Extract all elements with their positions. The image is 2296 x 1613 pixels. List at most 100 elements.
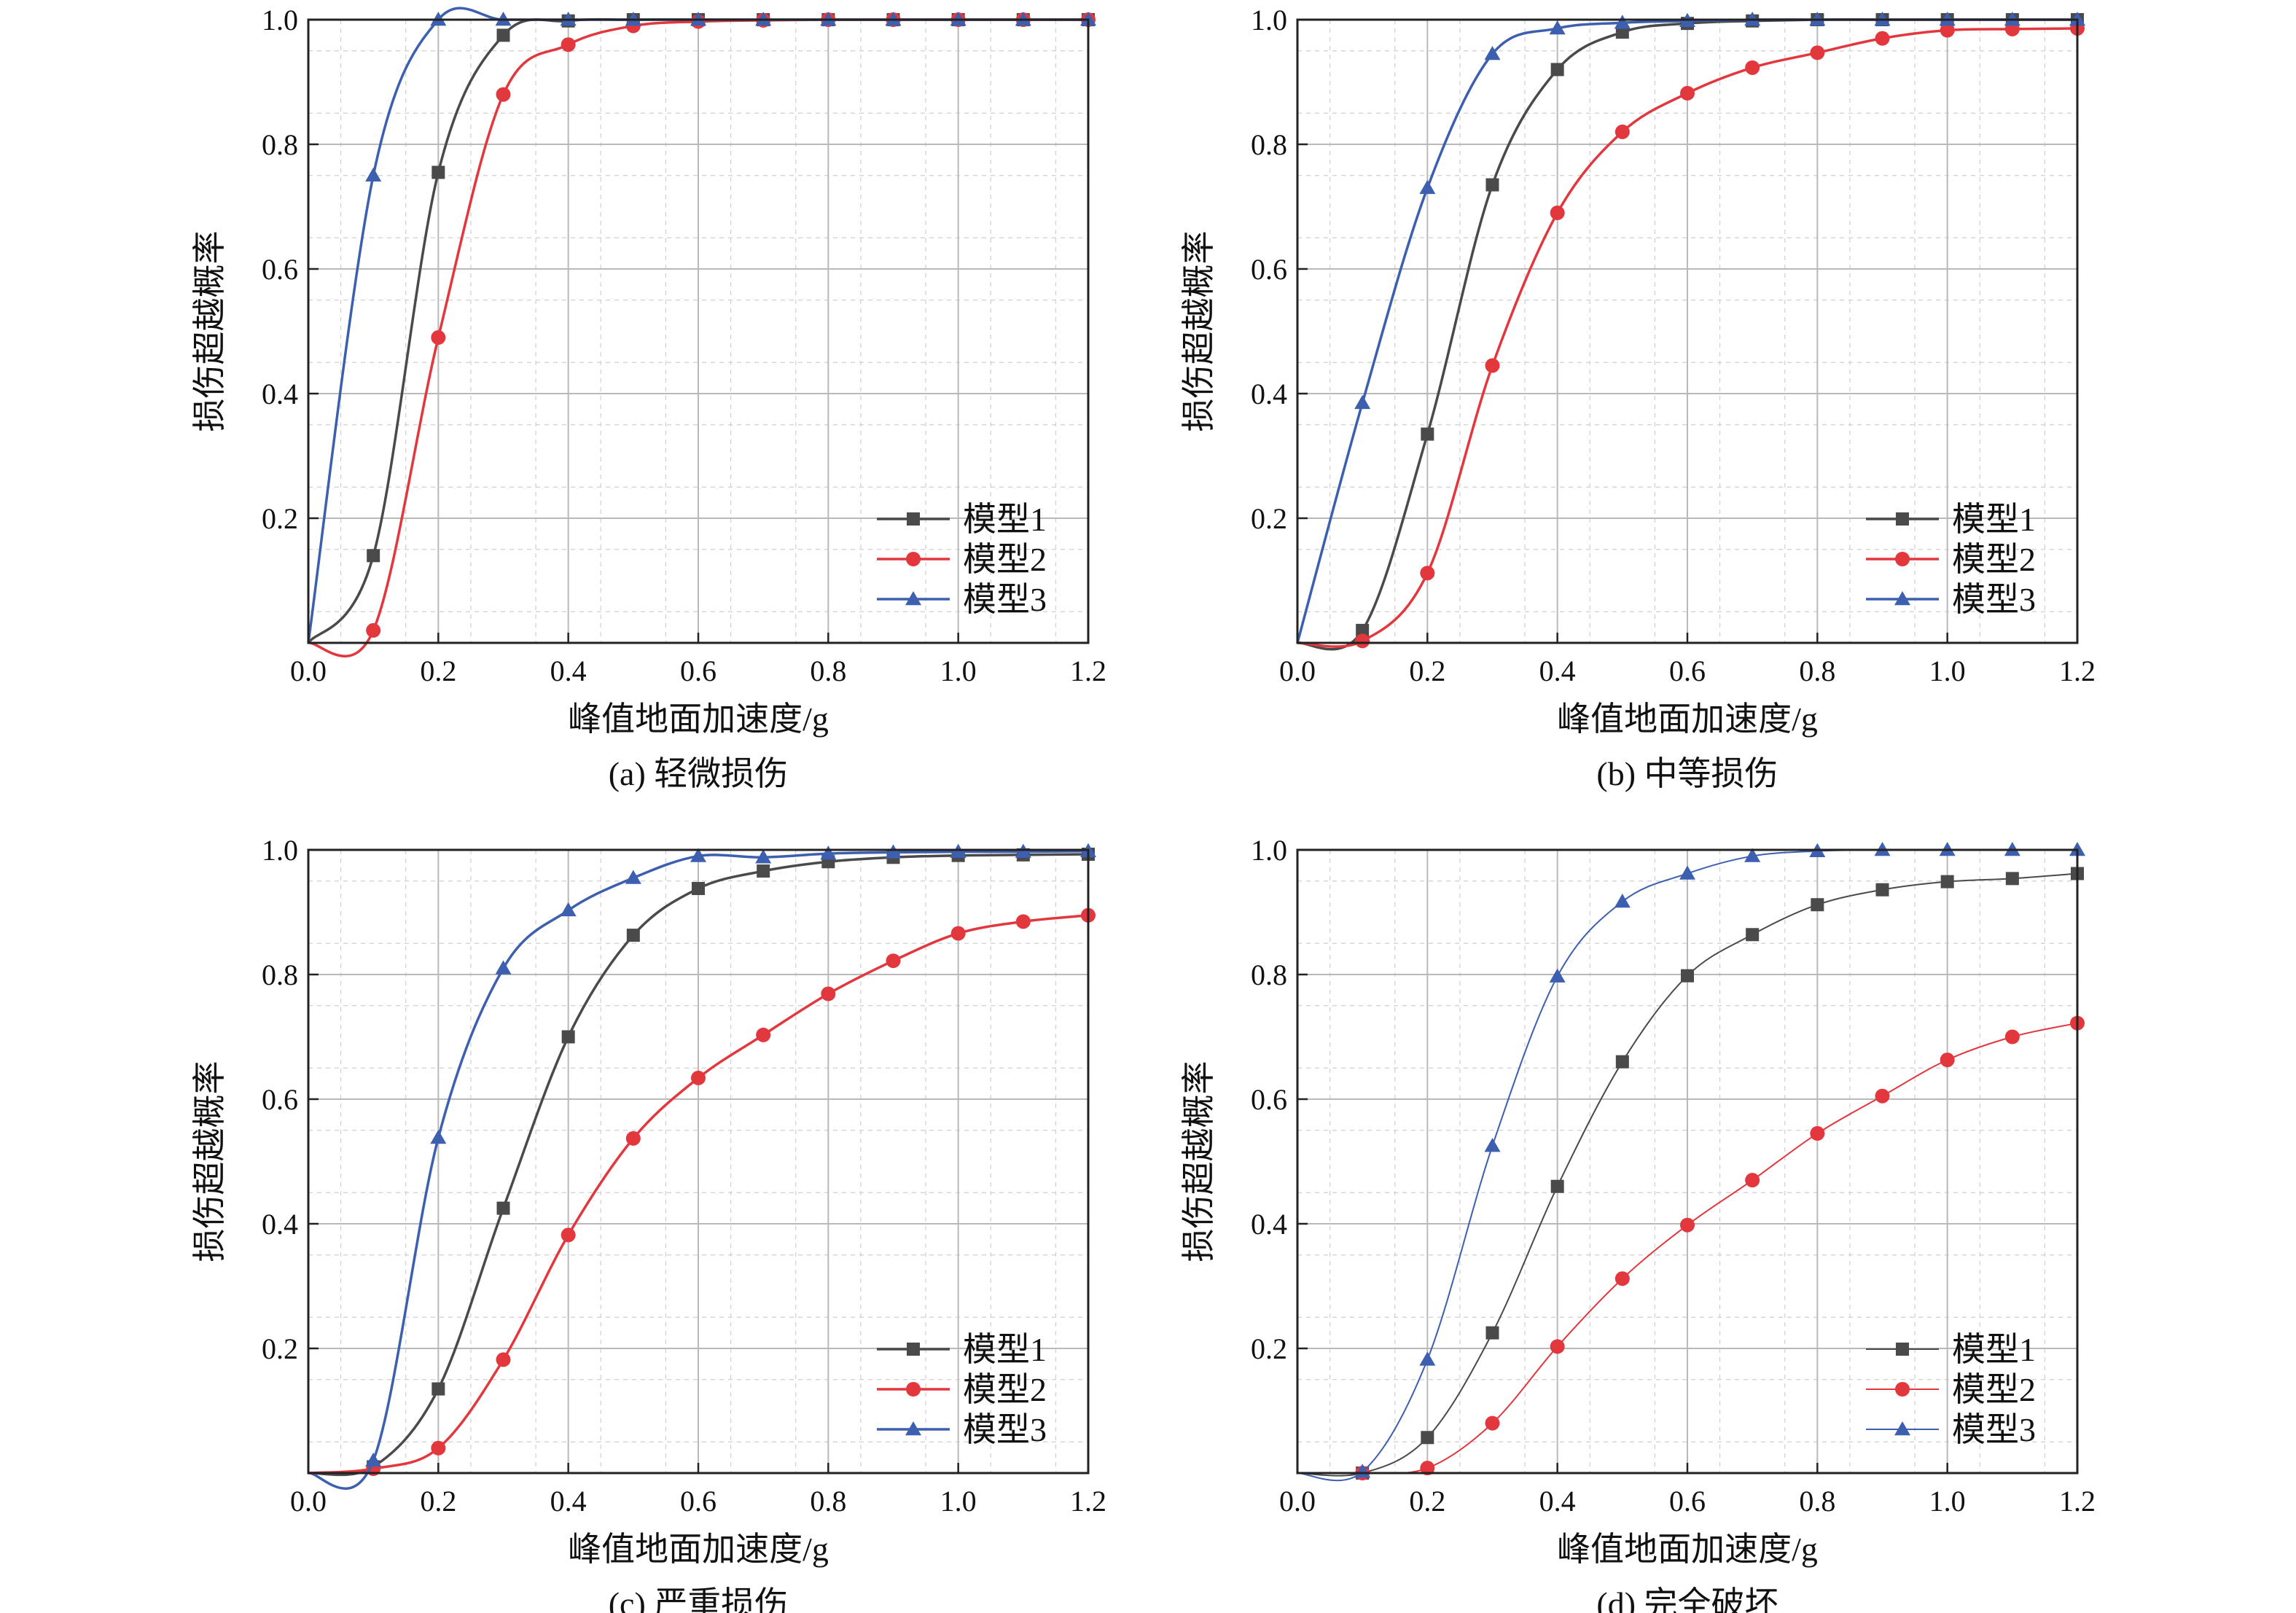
- data-point-series-1: [496, 1201, 510, 1215]
- data-point-series-1: [432, 1382, 445, 1396]
- data-point-series-2: [1485, 358, 1500, 373]
- data-point-series-2: [561, 1227, 576, 1243]
- legend-label-3: 模型3: [963, 1411, 1047, 1448]
- data-point-series-2: [1614, 1271, 1630, 1286]
- x-tick-label: 0.0: [1279, 1485, 1316, 1518]
- series-line-2: [308, 914, 1089, 1475]
- data-point-series-2: [1940, 1052, 1955, 1068]
- panel-caption: (a) 轻微损伤: [609, 755, 789, 792]
- data-point-series-2: [1745, 60, 1760, 75]
- x-tick-label: 0.6: [680, 1485, 716, 1518]
- data-point-series-3: [1419, 179, 1436, 195]
- x-tick-label: 0.8: [1799, 1485, 1835, 1518]
- x-axis-label: 峰值地面加速度/g: [568, 700, 829, 738]
- legend-marker-3: [1894, 1421, 1910, 1436]
- y-tick-label: 0.2: [1251, 502, 1287, 535]
- y-tick-label: 0.6: [262, 1083, 298, 1116]
- data-point-series-3: [1354, 394, 1371, 410]
- legend-marker-3: [1894, 591, 1910, 606]
- x-tick-label: 1.2: [1070, 1485, 1106, 1518]
- data-point-series-2: [1420, 566, 1435, 581]
- y-axis-label: 损伤超越概率: [191, 231, 228, 432]
- data-point-series-2: [431, 330, 446, 345]
- data-point-series-3: [1614, 893, 1631, 908]
- x-axis-label: 峰值地面加速度/g: [1557, 1531, 1818, 1568]
- x-tick-label: 0.4: [550, 1485, 587, 1518]
- data-point-series-3: [1354, 1464, 1371, 1478]
- data-point-series-1: [1550, 63, 1564, 77]
- y-axis-label: 损伤超越概率: [1180, 231, 1217, 432]
- data-point-series-2: [756, 1027, 771, 1042]
- x-tick-label: 0.6: [680, 655, 716, 687]
- x-tick-label: 0.0: [1279, 655, 1316, 687]
- data-point-series-2: [1614, 124, 1630, 139]
- y-tick-label: 0.6: [262, 253, 298, 286]
- legend-marker-1: [907, 512, 920, 526]
- x-tick-label: 1.0: [940, 655, 977, 687]
- panel-caption: (b) 中等损伤: [1596, 755, 1778, 792]
- data-point-series-2: [1875, 31, 1890, 46]
- data-point-series-3: [1614, 15, 1631, 29]
- x-tick-label: 0.8: [1799, 655, 1835, 687]
- data-point-series-2: [886, 953, 901, 969]
- data-point-series-2: [366, 622, 381, 638]
- data-point-series-2: [1875, 1088, 1890, 1104]
- x-tick-label: 0.8: [810, 655, 846, 687]
- chart-panel-1: 0.0 0.2 0.4 0.6 0.8 1.0 1.20.20.40.60.81.0模型1模…: [191, 4, 1106, 792]
- data-point-series-3: [885, 844, 902, 859]
- chart-panel-4: 0.0 0.2 0.4 0.6 0.8 1.0 1.20.20.40.60.81.0模型1模…: [1180, 834, 2096, 1613]
- major-grid: [308, 850, 1088, 1473]
- x-tick-label: 0.2: [1409, 655, 1445, 687]
- legend-label-3: 模型3: [1952, 1411, 2036, 1448]
- x-tick-label: 0.2: [420, 655, 456, 687]
- major-grid: [1297, 20, 2077, 643]
- data-point-series-1: [432, 165, 445, 179]
- data-point-series-1: [1940, 875, 1954, 888]
- y-tick-label: 0.6: [1251, 253, 1287, 286]
- data-point-series-2: [431, 1440, 446, 1456]
- y-tick-label: 0.4: [262, 1208, 298, 1241]
- data-point-series-2: [625, 1130, 641, 1146]
- y-axis-label: 损伤超越概率: [1180, 1061, 1217, 1262]
- plot-frame: [307, 18, 1090, 644]
- data-point-series-2: [1810, 1126, 1825, 1141]
- data-point-series-1: [496, 28, 510, 42]
- data-point-series-2: [1680, 1217, 1695, 1233]
- major-grid: [308, 20, 1088, 643]
- y-tick-label: 0.2: [262, 1332, 298, 1365]
- x-tick-label: 0.8: [810, 1485, 846, 1518]
- data-point-series-2: [2004, 1029, 2020, 1044]
- data-point-series-1: [1485, 178, 1499, 192]
- data-point-series-3: [430, 1130, 447, 1144]
- data-point-series-2: [1810, 45, 1825, 60]
- data-point-series-2: [1745, 1173, 1760, 1188]
- legend-label-1: 模型1: [963, 501, 1047, 538]
- legend-label-2: 模型2: [963, 1371, 1047, 1408]
- legend-label-1: 模型1: [963, 1331, 1047, 1368]
- data-point-series-2: [1015, 914, 1031, 929]
- y-axis-label: 损伤超越概率: [191, 1061, 228, 1262]
- y-tick-label: 0.6: [1251, 1083, 1287, 1116]
- x-tick-label: 0.2: [1409, 1485, 1445, 1518]
- data-point-series-2: [496, 87, 511, 102]
- x-tick-label: 0.4: [1539, 1485, 1576, 1518]
- y-tick-label: 0.2: [262, 502, 298, 535]
- data-point-series-1: [1421, 1431, 1434, 1445]
- data-point-series-1: [1421, 427, 1434, 441]
- data-point-series-1: [367, 549, 380, 563]
- data-point-series-1: [1485, 1326, 1499, 1340]
- data-point-series-1: [626, 929, 640, 942]
- data-point-series-1: [1811, 898, 1824, 912]
- data-point-series-1: [1356, 623, 1370, 637]
- data-point-series-3: [560, 902, 577, 917]
- data-point-series-3: [755, 849, 772, 864]
- panel-caption: (d) 完全破坏: [1596, 1585, 1778, 1613]
- y-tick-label: 0.4: [1251, 1208, 1287, 1241]
- data-point-series-1: [561, 1030, 575, 1044]
- x-tick-label: 1.2: [2059, 1485, 2096, 1518]
- legend-label-3: 模型3: [1952, 581, 2036, 618]
- data-point-series-1: [1615, 1055, 1629, 1069]
- legend-marker-3: [905, 591, 921, 606]
